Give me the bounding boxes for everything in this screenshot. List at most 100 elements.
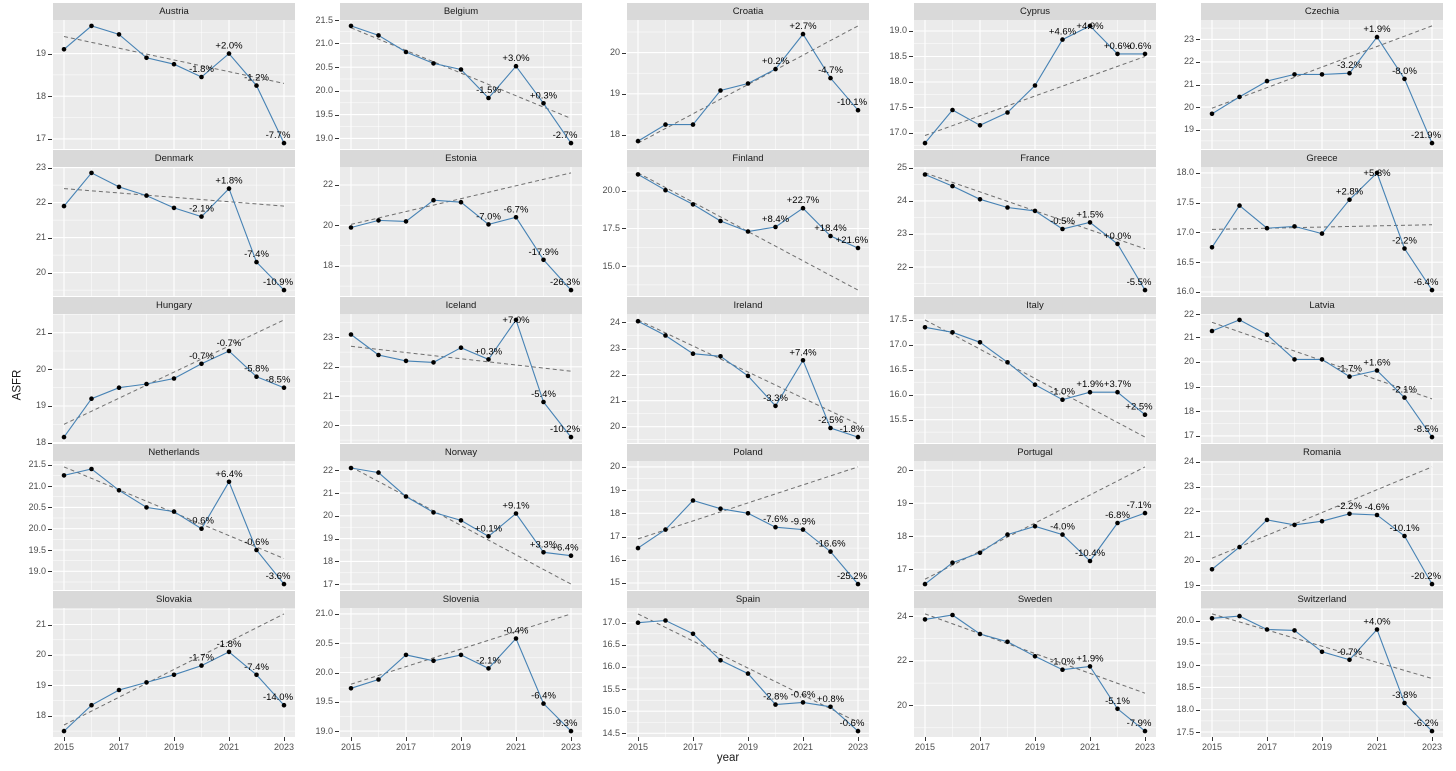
x-tick-label: 2023 [847,742,869,752]
x-tick-mark [1090,737,1091,741]
svg-text:+9.1%: +9.1% [502,501,530,512]
x-tick-label: 2017 [1256,742,1278,752]
y-axis: 19.0 19.5 20.0 20.5 21.0 21.5 [17,460,53,590]
y-tick-mark [909,569,913,571]
y-tick-mark [909,56,913,58]
y-tick-mark [622,348,626,350]
x-tick-label: 2023 [273,742,295,752]
x-tick-label: 2017 [108,742,130,752]
y-tick-mark [1196,732,1200,734]
facet-title: Sweden [914,591,1156,608]
y-tick-mark [1196,486,1200,488]
y-tick-mark [909,419,913,421]
y-tick-mark [622,93,626,95]
y-tick-mark [1196,386,1200,388]
y-tick-label: 16.5 [889,364,907,375]
svg-text:-3.8%: -3.8% [1392,690,1417,701]
y-tick-mark [48,442,52,444]
svg-text:-8.5%: -8.5% [1414,424,1439,435]
y-tick-mark [1196,39,1200,41]
facet-panel: -3.2% +1.9% -8.0% -21.9% [1201,20,1443,149]
x-tick-label: 2023 [1134,742,1156,752]
y-tick-mark [48,528,52,530]
y-tick-label: 23 [609,343,620,354]
y-tick-mark [1196,620,1200,622]
svg-text:-10.2%: -10.2% [550,424,581,435]
facet-panel: +0.3% +7.0% -5.4% -10.2% [340,314,582,443]
facet-france: France 22 23 24 25 -0.5% +1.5% +0.0% -5.5% [878,150,1158,296]
facet-panel: -7.0%-6.7% -17.9% -26.3% [340,167,582,296]
facet-ireland: Ireland 20 21 22 23 24 -3.3% +7.4% -2.5% -1.8% [591,297,871,443]
svg-text:-26.3%: -26.3% [550,277,581,288]
facet-grid: Austria 17 18 19 -1.8% +2.0% -1.2% -7.7% Belgium… [17,3,1445,759]
y-tick-mark [335,396,339,398]
y-tick-label: 19.0 [889,25,907,36]
y-tick-label: 17 [1183,430,1194,441]
y-axis: 22 23 24 25 [878,163,914,296]
x-tick-label: 2021 [505,742,527,752]
x-tick-label: 2019 [450,742,472,752]
facet-italy: Italy 15.5 16.0 16.5 17.0 17.5 -1.0% +1.9% +3.7%… [878,297,1158,443]
svg-text:-1.7%: -1.7% [1337,364,1362,375]
y-tick-mark [1196,232,1200,234]
y-tick-label: 21 [35,619,46,630]
facet-latvia: Latvia 17 18 19 20 21 22 -1.7% +1.6% -2.1% -8.5% [1165,297,1445,443]
y-tick-mark [1196,535,1200,537]
y-tick-label: 23 [1183,481,1194,492]
facet-panel: -1.7%+1.6% -2.1% -8.5% [1201,314,1443,443]
x-tick-mark [1432,737,1433,741]
svg-text:-2.8%: -2.8% [763,692,788,703]
y-tick-mark [1196,337,1200,339]
y-tick-label: 19 [35,48,46,59]
y-tick-mark [1196,411,1200,413]
y-tick-label: 18 [322,555,333,566]
y-tick-mark [909,394,913,396]
y-tick-mark [1196,314,1200,315]
x-tick-label: 2015 [1201,742,1223,752]
svg-text:-3.2%: -3.2% [1337,60,1362,71]
y-tick-label: 20.5 [315,61,333,72]
y-tick-mark [48,237,52,239]
x-tick-mark [174,737,175,741]
svg-text:-7.4%: -7.4% [244,662,269,673]
y-tick-mark [335,731,339,733]
y-tick-mark [48,96,52,98]
svg-text:+0.0%: +0.0% [1104,231,1132,242]
y-tick-label: 15.0 [602,705,620,716]
svg-text:+3.0%: +3.0% [502,53,530,64]
y-axis: 17 18 19 20 [878,461,914,590]
y-tick-label: 17.0 [889,127,907,138]
x-tick-label: 2019 [163,742,185,752]
svg-text:-6.7%: -6.7% [504,204,529,215]
svg-text:-3.3%: -3.3% [763,393,788,404]
svg-text:-1.8%: -1.8% [217,639,242,650]
y-tick-label: 18 [35,90,46,101]
svg-text:-6.4%: -6.4% [1414,277,1439,288]
y-tick-label: 17.0 [889,339,907,350]
facet-title: Italy [914,297,1156,314]
facet-title: Portugal [914,444,1156,461]
svg-text:-5.1%: -5.1% [1105,696,1130,707]
y-tick-label: 17.5 [1176,726,1194,737]
y-tick-label: 16.0 [889,389,907,400]
x-tick-mark [571,737,572,741]
y-axis: 18 20 22 [304,167,340,296]
svg-text:+0.1%: +0.1% [475,523,503,534]
facet-spain: Spain 14.5 15.0 15.5 16.0 16.5 17.0 -2.8% -0.6% +… [591,591,871,759]
facet-title: Netherlands [53,444,295,461]
x-tick-mark [1035,737,1036,741]
x-tick-mark [925,737,926,741]
y-axis: 18 19 20 21 [17,314,53,447]
svg-text:-6.2%: -6.2% [1414,718,1439,729]
y-tick-label: 17 [322,578,333,589]
facet-title: Switzerland [1201,591,1443,608]
facet-switzerland: Switzerland 17.5 18.0 18.5 19.0 19.5 20.0 -0.7%… [1165,591,1445,759]
svg-text:-4.6%: -4.6% [1365,502,1390,513]
y-tick-mark [48,654,52,656]
x-tick-mark [229,737,230,741]
y-tick-mark [48,507,52,509]
y-tick-label: 17.5 [889,101,907,112]
y-tick-mark [48,550,52,552]
y-tick-label: 21.0 [315,608,333,619]
y-tick-label: 16 [609,554,620,565]
